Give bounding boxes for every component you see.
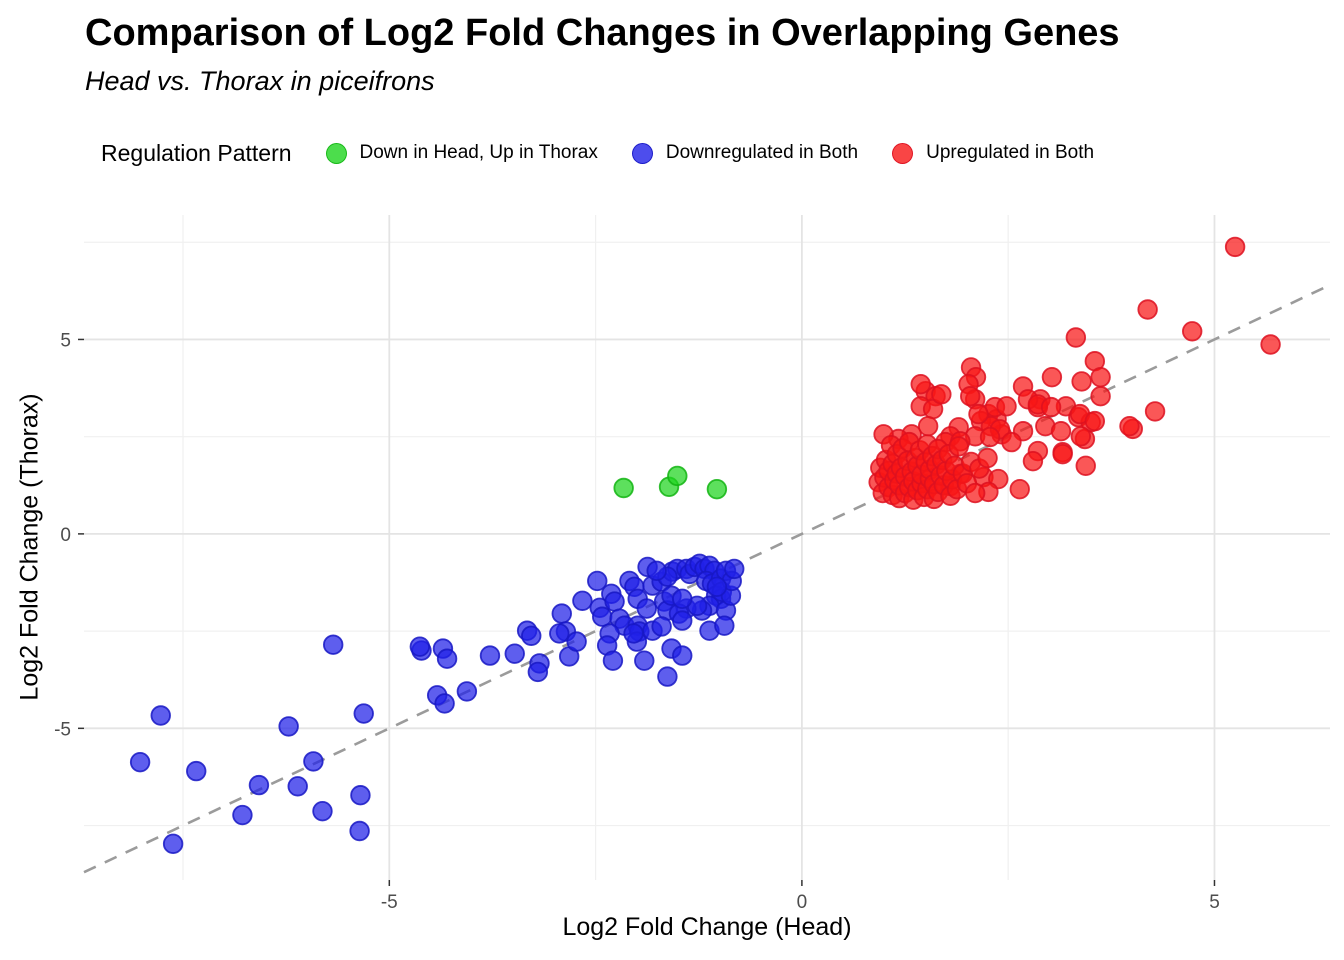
data-point — [436, 648, 458, 669]
data-point — [409, 636, 431, 657]
data-point — [1001, 431, 1022, 453]
x-tick-label: 5 — [1209, 892, 1220, 913]
y-tick-label: 5 — [60, 330, 71, 351]
data-point — [162, 833, 184, 855]
chart-subtitle: Head vs. Thorax in piceifrons — [85, 66, 435, 96]
data-point — [613, 477, 634, 499]
data-point — [706, 576, 728, 597]
legend-item-down-head-up-thorax: Down in Head, Up in Thorax — [325, 142, 598, 164]
legend-label: Down in Head, Up in Thorax — [359, 142, 598, 163]
data-point — [1052, 443, 1073, 465]
data-point — [1065, 327, 1087, 348]
data-point — [667, 465, 688, 487]
data-point — [186, 760, 207, 782]
data-point — [714, 615, 735, 636]
data-point — [521, 625, 542, 646]
legend-label: Upregulated in Both — [926, 142, 1095, 163]
data-point — [592, 606, 613, 627]
data-point — [602, 650, 624, 671]
data-point — [1119, 415, 1140, 437]
x-tick-label: -5 — [381, 892, 398, 913]
data-point — [1090, 366, 1111, 388]
data-point — [1224, 236, 1246, 258]
data-point — [323, 634, 344, 655]
data-point — [434, 693, 455, 714]
legend-dot-blue-icon — [631, 142, 653, 164]
data-point — [636, 598, 657, 619]
legend-label: Downregulated in Both — [665, 142, 859, 163]
y-tick-label: 0 — [60, 525, 71, 546]
data-point — [479, 645, 501, 666]
data-point — [1071, 371, 1092, 392]
data-point — [968, 403, 989, 425]
data-point — [150, 705, 171, 726]
data-point — [672, 588, 693, 610]
data-point — [1041, 366, 1063, 388]
x-axis-title: Log2 Fold Change (Head) — [562, 913, 852, 941]
data-point — [504, 643, 525, 664]
data-point — [604, 591, 625, 612]
x-tick-label: 0 — [797, 892, 808, 913]
data-point — [623, 623, 644, 644]
data-point — [1144, 401, 1166, 422]
data-point — [996, 396, 1017, 417]
data-point — [232, 804, 253, 826]
data-point — [948, 436, 969, 457]
data-point — [129, 751, 151, 773]
legend-item-downregulated-both: Downregulated in Both — [631, 142, 859, 164]
data-point — [979, 426, 1001, 448]
data-point — [572, 590, 593, 611]
data-point — [527, 661, 549, 683]
data-point — [1075, 455, 1096, 477]
data-point — [278, 716, 299, 737]
data-point — [1070, 426, 1092, 447]
data-point — [587, 570, 608, 592]
data-point — [303, 751, 324, 772]
data-point — [1260, 334, 1281, 355]
data-point — [1137, 299, 1158, 320]
y-tick-label: -5 — [54, 719, 71, 740]
legend-title: Regulation Pattern — [101, 139, 292, 166]
data-point — [960, 386, 981, 407]
data-point — [551, 603, 572, 624]
data-point — [646, 560, 667, 582]
data-point — [672, 610, 693, 631]
data-point — [566, 631, 587, 652]
data-point — [1090, 386, 1111, 407]
data-point — [312, 800, 333, 822]
chart-title: Comparison of Log2 Fold Changes in Overl… — [85, 12, 1120, 54]
data-point — [1009, 478, 1030, 500]
data-point — [287, 776, 308, 797]
data-point — [724, 558, 745, 580]
legend: Regulation Pattern Down in Head, Up in T… — [101, 133, 1128, 173]
data-point — [657, 666, 678, 687]
data-point — [350, 785, 371, 806]
legend-dot-red-icon — [892, 142, 914, 164]
data-point — [931, 384, 952, 405]
legend-item-upregulated-both: Upregulated in Both — [892, 142, 1094, 164]
data-point — [910, 373, 931, 395]
data-point — [672, 645, 693, 666]
legend-dot-green-icon — [325, 142, 347, 164]
data-point — [1084, 410, 1106, 432]
data-point — [549, 623, 570, 644]
data-point — [634, 650, 655, 671]
data-point — [977, 447, 998, 469]
data-point — [353, 703, 374, 724]
data-point — [1050, 421, 1072, 442]
data-point — [248, 774, 270, 796]
data-point — [349, 820, 370, 842]
data-point — [1022, 450, 1044, 472]
data-point — [706, 478, 728, 500]
data-point — [1040, 396, 1062, 418]
data-point — [456, 681, 478, 702]
data-point — [964, 482, 986, 504]
data-point — [1181, 321, 1203, 342]
data-point — [651, 616, 672, 637]
y-axis-title: Log2 Fold Change (Thorax) — [15, 393, 44, 701]
